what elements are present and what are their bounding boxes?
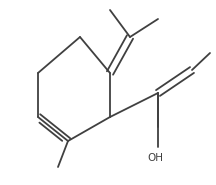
- Text: OH: OH: [147, 153, 163, 163]
